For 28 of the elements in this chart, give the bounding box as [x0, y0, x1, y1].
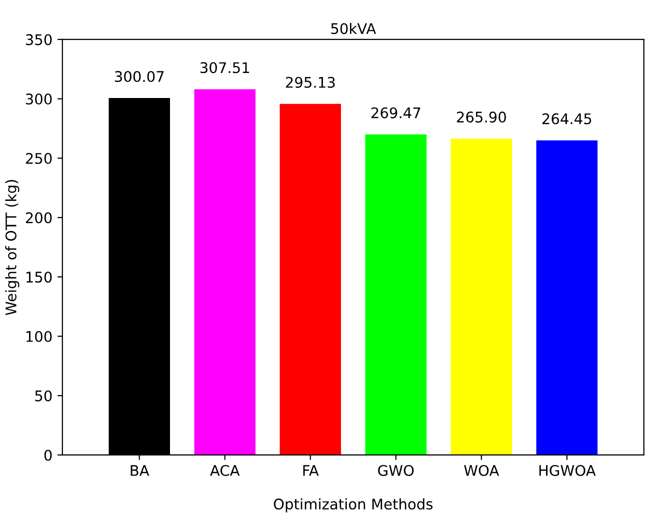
y-tick-label: 0	[44, 450, 52, 461]
chart-title: 50kVA	[331, 22, 376, 34]
y-tick-label: 200	[26, 212, 52, 224]
bar	[194, 89, 256, 455]
y-tick-label: 150	[26, 272, 52, 283]
x-tick-label: HGWOA	[539, 464, 596, 476]
data-label: 265.90	[456, 112, 506, 123]
bar	[536, 140, 598, 455]
x-axis-title: Optimization Methods	[274, 498, 433, 512]
data-label: 300.07	[114, 70, 164, 82]
data-label: 307.51	[200, 62, 250, 74]
data-label: 295.13	[286, 76, 335, 88]
y-tick-label: 350	[26, 34, 52, 46]
data-label: 264.45	[542, 113, 592, 124]
x-tick-label: GWO	[378, 464, 414, 476]
y-tick-label: 50	[35, 390, 52, 402]
bar	[365, 134, 427, 455]
bar	[450, 138, 512, 455]
y-tick-label: 100	[26, 330, 52, 342]
x-tick-label: WOA	[464, 464, 500, 476]
x-tick-label: BA	[130, 465, 150, 476]
y-tick-label: 250	[26, 152, 52, 164]
y-tick-label: 300	[26, 94, 52, 105]
bar	[280, 104, 342, 455]
x-tick-label: FA	[303, 465, 319, 476]
y-axis-title: Weight of OTT (kg)	[5, 180, 20, 316]
data-label: 269.47	[371, 107, 420, 118]
x-tick-label: ACA	[210, 464, 240, 476]
